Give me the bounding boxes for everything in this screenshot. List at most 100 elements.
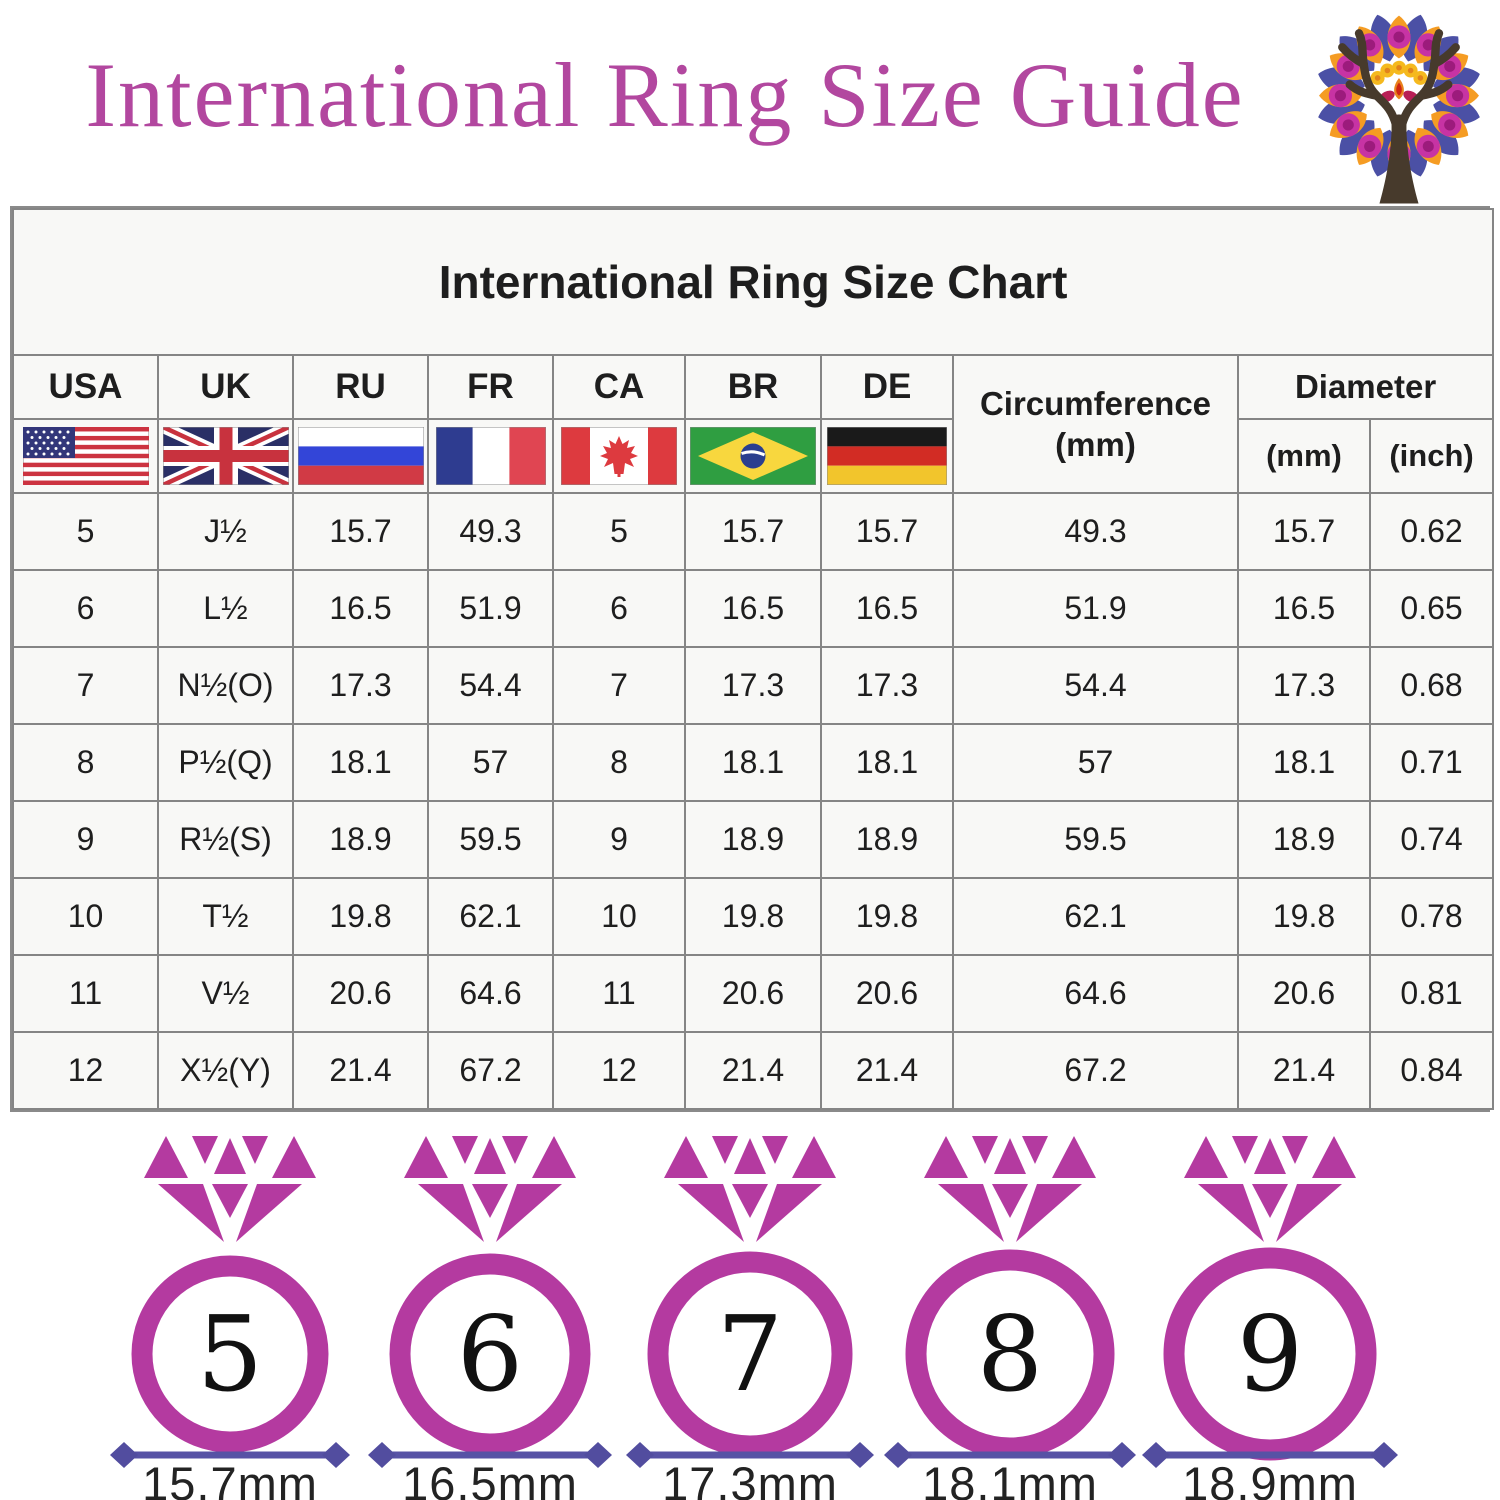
cell-de: 18.9 — [820, 800, 954, 879]
diamond-icon — [664, 1136, 836, 1242]
cell-usa: 7 — [12, 646, 159, 725]
col-header-circumference: Circumference (mm) — [952, 354, 1239, 494]
ring-size-6: 6 16.5mm — [360, 1122, 620, 1500]
col-header-uk: UK — [157, 354, 294, 420]
ring-band — [389, 1253, 591, 1455]
diameter-measure-line — [1142, 1442, 1398, 1468]
cell-fr: 49.3 — [427, 492, 554, 571]
diamond-icon — [404, 1136, 576, 1242]
table-row: 9 R½(S) 18.9 59.5 9 18.9 18.9 59.5 18.9 0.74 — [12, 800, 1495, 879]
cell-usa: 11 — [12, 954, 159, 1033]
table-row: 5 J½ 15.7 49.3 5 15.7 15.7 49.3 15.7 0.62 — [12, 492, 1495, 571]
circumference-label: Circumference — [979, 384, 1212, 422]
cell-circumference: 64.6 — [952, 954, 1239, 1033]
flag-brazil-icon — [690, 427, 816, 485]
table-row: 7 N½(O) 17.3 54.4 7 17.3 17.3 54.4 17.3 0.68 — [12, 646, 1495, 725]
cell-de: 18.1 — [820, 723, 954, 802]
diameter-measure-line — [368, 1442, 612, 1468]
col-header-br: BR — [684, 354, 822, 420]
table-row: 11 V½ 20.6 64.6 11 20.6 20.6 64.6 20.6 0.81 — [12, 954, 1495, 1033]
cell-usa: 5 — [12, 492, 159, 571]
ring-diameter-label: 16.5mm — [402, 1457, 578, 1500]
table-row: 12 X½(Y) 21.4 67.2 12 21.4 21.4 67.2 21.4 0.84 — [12, 1031, 1495, 1110]
cell-ca: 10 — [552, 877, 686, 956]
flag-germany-icon — [827, 427, 947, 485]
col-header-de: DE — [820, 354, 954, 420]
cell-diameter-inch: 0.81 — [1368, 954, 1495, 1033]
cell-br: 19.8 — [684, 877, 822, 956]
size-chart: International Ring Size Chart USA UK RU … — [10, 206, 1495, 1112]
cell-diameter-inch: 0.68 — [1368, 646, 1495, 725]
flag-russia-icon — [297, 427, 424, 485]
diameter-measure-line — [110, 1442, 350, 1468]
cell-diameter-mm: 16.5 — [1237, 569, 1371, 648]
diameter-unit-inch: (inch) — [1368, 418, 1495, 494]
flag-cell-germany — [820, 418, 954, 494]
flag-cell-russia — [292, 418, 429, 494]
cell-fr: 62.1 — [427, 877, 554, 956]
cell-ca: 7 — [552, 646, 686, 725]
cell-diameter-mm: 18.1 — [1237, 723, 1371, 802]
cell-uk: T½ — [157, 877, 294, 956]
cell-ca: 5 — [552, 492, 686, 571]
cell-uk: N½(O) — [157, 646, 294, 725]
header: International Ring Size Guide — [0, 0, 1500, 206]
ring-band — [905, 1249, 1115, 1459]
cell-ca: 11 — [552, 954, 686, 1033]
col-header-usa: USA — [12, 354, 159, 420]
cell-circumference: 57 — [952, 723, 1239, 802]
cell-usa: 8 — [12, 723, 159, 802]
brand-logo — [1306, 2, 1492, 206]
cell-de: 16.5 — [820, 569, 954, 648]
cell-usa: 10 — [12, 877, 159, 956]
ring-size-number: 9 — [1237, 1293, 1303, 1415]
cell-diameter-mm: 15.7 — [1237, 492, 1371, 571]
ring-band — [131, 1255, 329, 1453]
cell-ca: 12 — [552, 1031, 686, 1110]
page-title: International Ring Size Guide — [85, 44, 1245, 146]
ring-band — [647, 1251, 853, 1457]
cell-circumference: 49.3 — [952, 492, 1239, 571]
cell-br: 16.5 — [684, 569, 822, 648]
ring-size-number: 5 — [197, 1293, 263, 1415]
cell-ru: 20.6 — [292, 954, 429, 1033]
cell-fr: 57 — [427, 723, 554, 802]
diamond-icon — [1184, 1136, 1356, 1242]
flag-usa-icon — [22, 427, 149, 485]
table-row: 10 T½ 19.8 62.1 10 19.8 19.8 62.1 19.8 0.78 — [12, 877, 1495, 956]
cell-usa: 9 — [12, 800, 159, 879]
cell-fr: 67.2 — [427, 1031, 554, 1110]
cell-usa: 6 — [12, 569, 159, 648]
cell-diameter-inch: 0.84 — [1368, 1031, 1495, 1110]
ring-with-diamond-icon: 9 — [1142, 1136, 1398, 1468]
col-header-ru: RU — [292, 354, 429, 420]
cell-br: 15.7 — [684, 492, 822, 571]
flag-cell-usa — [12, 418, 159, 494]
ring-diameter-label: 15.7mm — [142, 1457, 318, 1500]
table-row: 6 L½ 16.5 51.9 6 16.5 16.5 51.9 16.5 0.65 — [12, 569, 1495, 648]
tree-antler-mandala-icon — [1318, 14, 1480, 204]
cell-ca: 6 — [552, 569, 686, 648]
diameter-measure-line — [884, 1442, 1136, 1468]
cell-br: 17.3 — [684, 646, 822, 725]
cell-br: 18.1 — [684, 723, 822, 802]
cell-de: 19.8 — [820, 877, 954, 956]
cell-diameter-inch: 0.65 — [1368, 569, 1495, 648]
flag-canada-icon — [561, 427, 677, 485]
cell-ru: 18.1 — [292, 723, 429, 802]
ring-size-number: 6 — [457, 1293, 523, 1415]
col-header-fr: FR — [427, 354, 554, 420]
cell-ru: 17.3 — [292, 646, 429, 725]
cell-diameter-mm: 18.9 — [1237, 800, 1371, 879]
ring-diameter-label: 18.9mm — [1182, 1457, 1358, 1500]
cell-uk: L½ — [157, 569, 294, 648]
ring-diameter-label: 17.3mm — [662, 1457, 838, 1500]
cell-br: 20.6 — [684, 954, 822, 1033]
ring-size-5: 5 15.7mm — [100, 1122, 360, 1500]
cell-circumference: 51.9 — [952, 569, 1239, 648]
cell-usa: 12 — [12, 1031, 159, 1110]
ring-size-8: 8 18.1mm — [880, 1122, 1140, 1500]
ring-size-7: 7 17.3mm — [620, 1122, 880, 1500]
cell-ru: 15.7 — [292, 492, 429, 571]
cell-circumference: 62.1 — [952, 877, 1239, 956]
